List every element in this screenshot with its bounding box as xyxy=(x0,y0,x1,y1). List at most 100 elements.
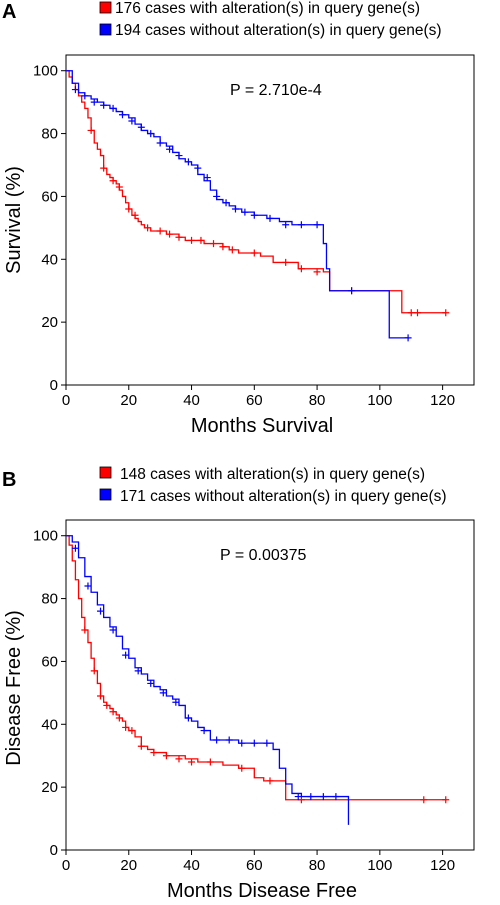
panel-b-series-0-censor-15 xyxy=(266,777,274,785)
panel-a-p-value: P = 2.710e-4 xyxy=(230,82,322,99)
panel-b-y-axis-title: Disease Free (%) xyxy=(3,610,25,766)
panel-a-series-1-censor-0 xyxy=(71,86,79,94)
panel-a-series-1-censor-17 xyxy=(231,205,239,213)
panel-a-series-0-censor-20 xyxy=(407,309,415,317)
panel-a-series-1-censor-18 xyxy=(241,208,249,216)
panel-b-series-0-censor-0 xyxy=(81,626,89,634)
panel-a-series-1-censor-7 xyxy=(137,123,145,131)
panel-b-legend-label-0: 148 cases with alteration(s) in query ge… xyxy=(120,466,425,483)
panel-a-series-1-censor-11 xyxy=(175,152,183,160)
panel-a-series-0-censor-12 xyxy=(210,240,218,248)
panel-b-series-1-censor-18 xyxy=(319,793,327,801)
panel-a-series-1-censor-16 xyxy=(222,199,230,207)
panel-a-series-0-censor-6 xyxy=(144,224,152,232)
panel-a-series-0-censor-22 xyxy=(442,309,450,317)
panel-a-legend-label-0: 176 cases with alteration(s) in query ge… xyxy=(115,0,420,17)
panel-b-series-0-censor-3 xyxy=(103,701,111,709)
panel-b-series-1-censor-5 xyxy=(134,667,142,675)
panel-b-series-1-censor-6 xyxy=(147,679,155,687)
panel-b-series-0-censor-18 xyxy=(442,796,450,804)
panel-a-y-tick-label-3: 60 xyxy=(41,188,58,205)
panel-b-series-0-censor-16 xyxy=(297,796,305,804)
panel-a-series-0-censor-7 xyxy=(156,227,164,235)
panel-a-y-tick-label-5: 100 xyxy=(33,63,58,80)
panel-a-y-tick-label-2: 40 xyxy=(41,251,58,268)
panel-b-series-0-censor-5 xyxy=(115,714,123,722)
panel-b-x-tick-label-6: 120 xyxy=(430,857,455,874)
panel-a-series-1-censor-9 xyxy=(156,139,164,147)
panel-b-plot-frame xyxy=(65,519,475,851)
panel-a-series-1-censor-25 xyxy=(404,334,412,342)
panel-b-x-tick-label-2: 40 xyxy=(183,857,200,874)
panel-a-series-0-line xyxy=(66,70,446,314)
panel-b-series-1-censor-11 xyxy=(213,736,221,744)
panel-a-series-0-censor-18 xyxy=(313,268,321,276)
panel-b-series-1-censor-13 xyxy=(238,739,246,747)
panel-a-series-1-censor-22 xyxy=(297,221,305,229)
panel-a-series-1-censor-13 xyxy=(194,164,202,172)
panel-b-series-1-censor-10 xyxy=(200,727,208,735)
panel-a-series-1-censor-24 xyxy=(348,287,356,295)
panel-a-x-tick-label-4: 80 xyxy=(309,392,326,409)
panel-a-series-1-censor-23 xyxy=(313,221,321,229)
panel-a-series-1-censor-19 xyxy=(250,211,258,219)
panel-a-y-axis-title: Survival (%) xyxy=(3,166,25,274)
panel-b-series-0-censor-12 xyxy=(188,758,196,766)
panel-a-series-1-censor-1 xyxy=(81,92,89,100)
panel-b-y-tick-label-3: 60 xyxy=(41,653,58,670)
panel-a-series-0-censor-11 xyxy=(197,236,205,244)
panel-b-series-1-censor-1 xyxy=(84,582,92,590)
panel-a-series-0-censor-13 xyxy=(219,243,227,251)
panel-b-series-1-censor-9 xyxy=(184,714,192,722)
panel-a-series-0-censor-15 xyxy=(250,249,258,257)
panel-a-curves xyxy=(66,70,450,342)
panel-b-series-1-censor-15 xyxy=(263,739,271,747)
panel-b-y-tick-label-1: 20 xyxy=(41,779,58,796)
panel-b-series-0-line xyxy=(66,535,446,801)
panel-a-series-1-censor-12 xyxy=(184,158,192,166)
panel-b-series-0-censor-1 xyxy=(90,667,98,675)
panel-b-series-0-censor-8 xyxy=(137,742,145,750)
panel-b-x-tick-label-0: 0 xyxy=(62,857,70,874)
panel-a-x-tick-label-1: 20 xyxy=(120,392,137,409)
panel-b-chart: B 148 cases with alteration(s) in query … xyxy=(2,466,475,902)
panel-a-series-1-censor-8 xyxy=(147,130,155,138)
panel-b-series-0-censor-4 xyxy=(109,708,117,716)
panel-a-series-1-censor-10 xyxy=(166,145,174,153)
panel-b-series-1-censor-12 xyxy=(225,736,233,744)
panel-b-series-0-censor-2 xyxy=(97,692,105,700)
panel-a-legend-swatch-1 xyxy=(99,23,112,36)
panel-b-series-1-censor-16 xyxy=(294,793,302,801)
panel-b-x-axis-title: Months Disease Free xyxy=(167,880,357,902)
panel-a-series-1-censor-4 xyxy=(109,104,117,112)
panel-a-series-1-censor-3 xyxy=(100,101,108,109)
panel-a-series-1-censor-14 xyxy=(203,174,211,182)
panel-b-series-0-censor-6 xyxy=(122,723,130,731)
panel-b-series-1-censor-14 xyxy=(250,739,258,747)
panel-a-x-axis: 0 20 40 60 80 100 120 xyxy=(62,385,455,409)
panel-b-y-tick-label-4: 80 xyxy=(41,591,58,608)
panel-a-y-tick-label-0: 0 xyxy=(50,377,58,394)
panel-a-series-0-censor-4 xyxy=(125,205,133,213)
panel-a-series-0-censor-1 xyxy=(100,164,108,172)
panel-b-series-0-censor-11 xyxy=(175,755,183,763)
panel-a-series-1-censor-21 xyxy=(282,221,290,229)
panel-b-y-axis: 0 20 40 60 80 100 xyxy=(33,528,66,859)
panel-a-x-axis-title: Months Survival xyxy=(191,415,333,437)
panel-b-x-tick-label-4: 80 xyxy=(309,857,326,874)
panel-b-legend-label-1: 171 cases without alteration(s) in query… xyxy=(120,488,447,505)
panel-a-series-1-censor-20 xyxy=(266,214,274,222)
panel-a-x-tick-label-3: 60 xyxy=(246,392,263,409)
panel-a-series-1-censor-2 xyxy=(90,98,98,106)
panel-a-series-0-censor-17 xyxy=(297,265,305,273)
panel-b-series-0-censor-13 xyxy=(206,758,214,766)
panel-b-series-1-censor-7 xyxy=(159,689,167,697)
panel-a-series-0-censor-8 xyxy=(166,230,174,238)
panel-a-series-0-censor-3 xyxy=(115,183,123,191)
panel-b-series-0-censor-14 xyxy=(238,764,246,772)
panel-b-y-tick-label-0: 0 xyxy=(50,842,58,859)
panel-b-series-1-censor-19 xyxy=(332,793,340,801)
panel-b-label: B xyxy=(2,469,16,491)
panel-a-chart: A 176 cases with alteration(s) in query … xyxy=(2,0,475,437)
panel-b-series-0-censor-10 xyxy=(162,752,170,760)
